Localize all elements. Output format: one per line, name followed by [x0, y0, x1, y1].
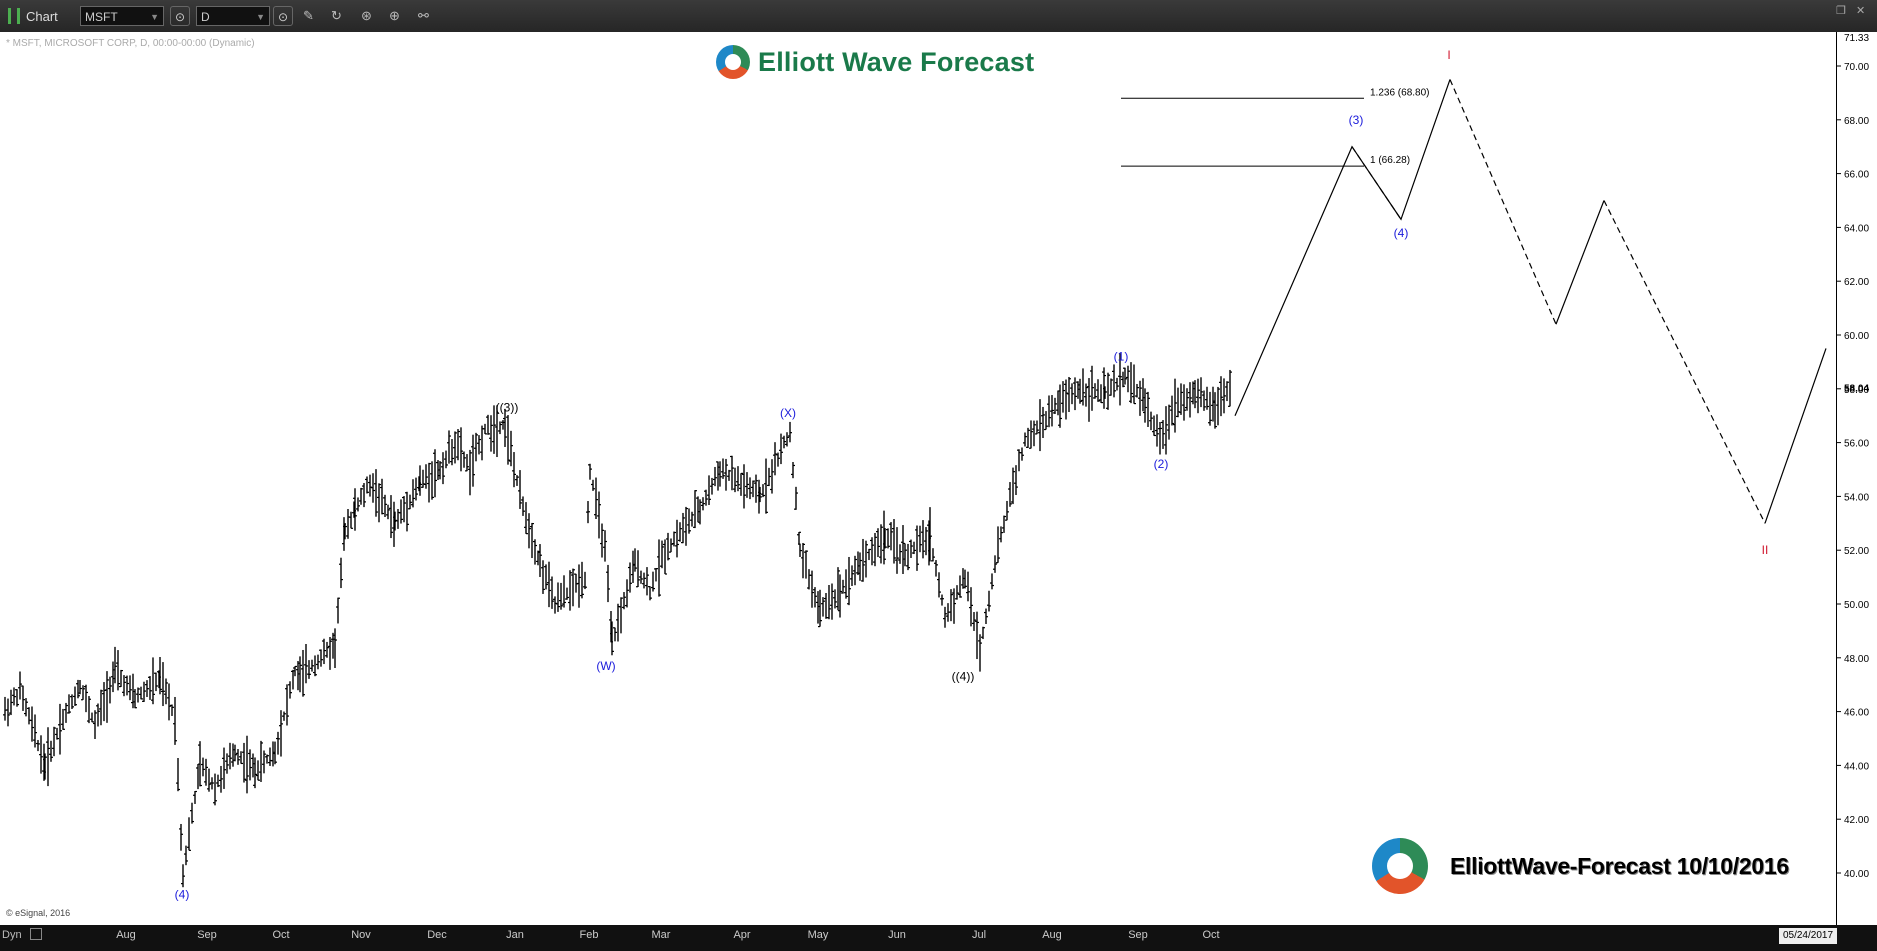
- x-tick-label: Oct: [1202, 929, 1219, 941]
- link-icon[interactable]: ⚯: [418, 8, 429, 23]
- refresh-icon[interactable]: ↻: [331, 8, 342, 23]
- dynamic-label: Dyn: [2, 929, 22, 941]
- projection-path-dashed: [1351, 146, 1402, 220]
- wave-label: ((4)): [952, 670, 975, 684]
- wave-label: (3): [1349, 113, 1364, 127]
- x-tick-label: May: [808, 929, 829, 941]
- x-tick-label: Nov: [351, 929, 371, 941]
- x-tick-label: Jan: [506, 929, 524, 941]
- copyright-text: © eSignal, 2016: [6, 908, 71, 918]
- y-tick-label: 64.00: [1844, 223, 1869, 234]
- window-grip-icon[interactable]: [8, 8, 20, 24]
- wave-label: (X): [780, 406, 796, 420]
- y-tick-label: 60.00: [1844, 331, 1869, 342]
- wave-label: (4): [175, 888, 190, 902]
- pencil-icon[interactable]: ✎: [303, 8, 314, 23]
- interval-settings-button[interactable]: ⊙: [273, 6, 293, 26]
- price-axis: [1836, 32, 1877, 925]
- watermark-text: ElliottWave-Forecast 10/10/2016: [1450, 852, 1789, 879]
- y-tick-label: 66.00: [1844, 170, 1869, 181]
- interval-value: D: [201, 10, 210, 24]
- symbol-value: MSFT: [85, 10, 118, 24]
- wave-label: I: [1447, 48, 1450, 62]
- y-tick-label: 44.00: [1844, 761, 1869, 772]
- interval-input[interactable]: D ▼: [196, 6, 270, 26]
- window-title: Chart: [26, 9, 58, 24]
- projection-path-segment: [1449, 79, 1557, 325]
- last-price-label: 58.04: [1844, 384, 1869, 395]
- chart-toolbar: Chart MSFT ▼ ⊙ D ▼ ⊙ ✎ ↻ ⊛ ⊕ ⚯ ❐ ✕: [0, 0, 1877, 33]
- brand-logo-top: Elliott Wave Forecast: [716, 42, 1034, 82]
- wave-label: (W): [596, 659, 615, 673]
- symbol-settings-button[interactable]: ⊙: [170, 6, 190, 26]
- x-tick-label: Oct: [272, 929, 289, 941]
- y-tick-label: 46.00: [1844, 708, 1869, 719]
- x-tick-label: Sep: [1128, 929, 1148, 941]
- x-tick-label: Aug: [116, 929, 136, 941]
- wave-label: ((3)): [496, 401, 519, 415]
- y-tick-label: 42.00: [1844, 815, 1869, 826]
- x-tick-label: Jun: [888, 929, 906, 941]
- y-tick-label: 62.00: [1844, 277, 1869, 288]
- x-tick-label: Aug: [1042, 929, 1062, 941]
- wave-label: (4): [1394, 226, 1409, 240]
- elliott-wave-logo-icon: [716, 45, 750, 79]
- x-tick-label: Mar: [652, 929, 671, 941]
- y-tick-label: 52.00: [1844, 546, 1869, 557]
- play-icon[interactable]: ⊛: [361, 8, 372, 23]
- chevron-down-icon: ▼: [256, 12, 265, 22]
- y-tick-label: 56.00: [1844, 439, 1869, 450]
- x-tick-label: Sep: [197, 929, 217, 941]
- projection-path-segment: [1603, 200, 1766, 524]
- y-tick-label: 50.00: [1844, 600, 1869, 611]
- x-tick-label: Jul: [972, 929, 986, 941]
- projection-path-segment: [1555, 200, 1605, 325]
- fib-level-label: 1 (66.28): [1370, 155, 1410, 166]
- symbol-description: * MSFT, MICROSOFT CORP, D, 00:00-00:00 (…: [6, 38, 255, 49]
- wave-label: II: [1762, 543, 1769, 557]
- fib-level-label: 1.236 (68.80): [1370, 87, 1430, 98]
- symbol-input[interactable]: MSFT ▼: [80, 6, 164, 26]
- y-tick-label: 58.00: [1844, 385, 1869, 396]
- y-axis-top-label: 71.33: [1844, 33, 1869, 44]
- x-tick-label: Apr: [733, 929, 750, 941]
- projection-path-segment: [1764, 348, 1827, 524]
- elliott-wave-logo-icon: [1372, 838, 1428, 894]
- close-icon[interactable]: ✕: [1856, 5, 1866, 17]
- brand-watermark: ElliottWave-Forecast 10/10/2016: [1372, 838, 1789, 894]
- projection-path-solid: [1234, 79, 1451, 416]
- y-tick-label: 54.00: [1844, 492, 1869, 503]
- chart-plot-area[interactable]: [0, 32, 1836, 925]
- dynamic-toggle[interactable]: [30, 928, 42, 940]
- chevron-down-icon: ▼: [150, 12, 159, 22]
- wave-label: (1): [1114, 350, 1129, 364]
- y-tick-label: 68.00: [1844, 116, 1869, 127]
- zoom-icon[interactable]: ⊕: [389, 8, 400, 23]
- y-tick-label: 48.00: [1844, 654, 1869, 665]
- x-tick-label: Feb: [580, 929, 599, 941]
- brand-logo-text: Elliott Wave Forecast: [758, 46, 1035, 77]
- restore-icon[interactable]: ❐: [1836, 5, 1846, 17]
- y-tick-label: 40.00: [1844, 869, 1869, 880]
- wave-label: (2): [1154, 457, 1169, 471]
- x-tick-label: Dec: [427, 929, 447, 941]
- y-tick-label: 70.00: [1844, 62, 1869, 73]
- time-axis: [0, 925, 1877, 951]
- end-date-label: 05/24/2017: [1779, 928, 1837, 944]
